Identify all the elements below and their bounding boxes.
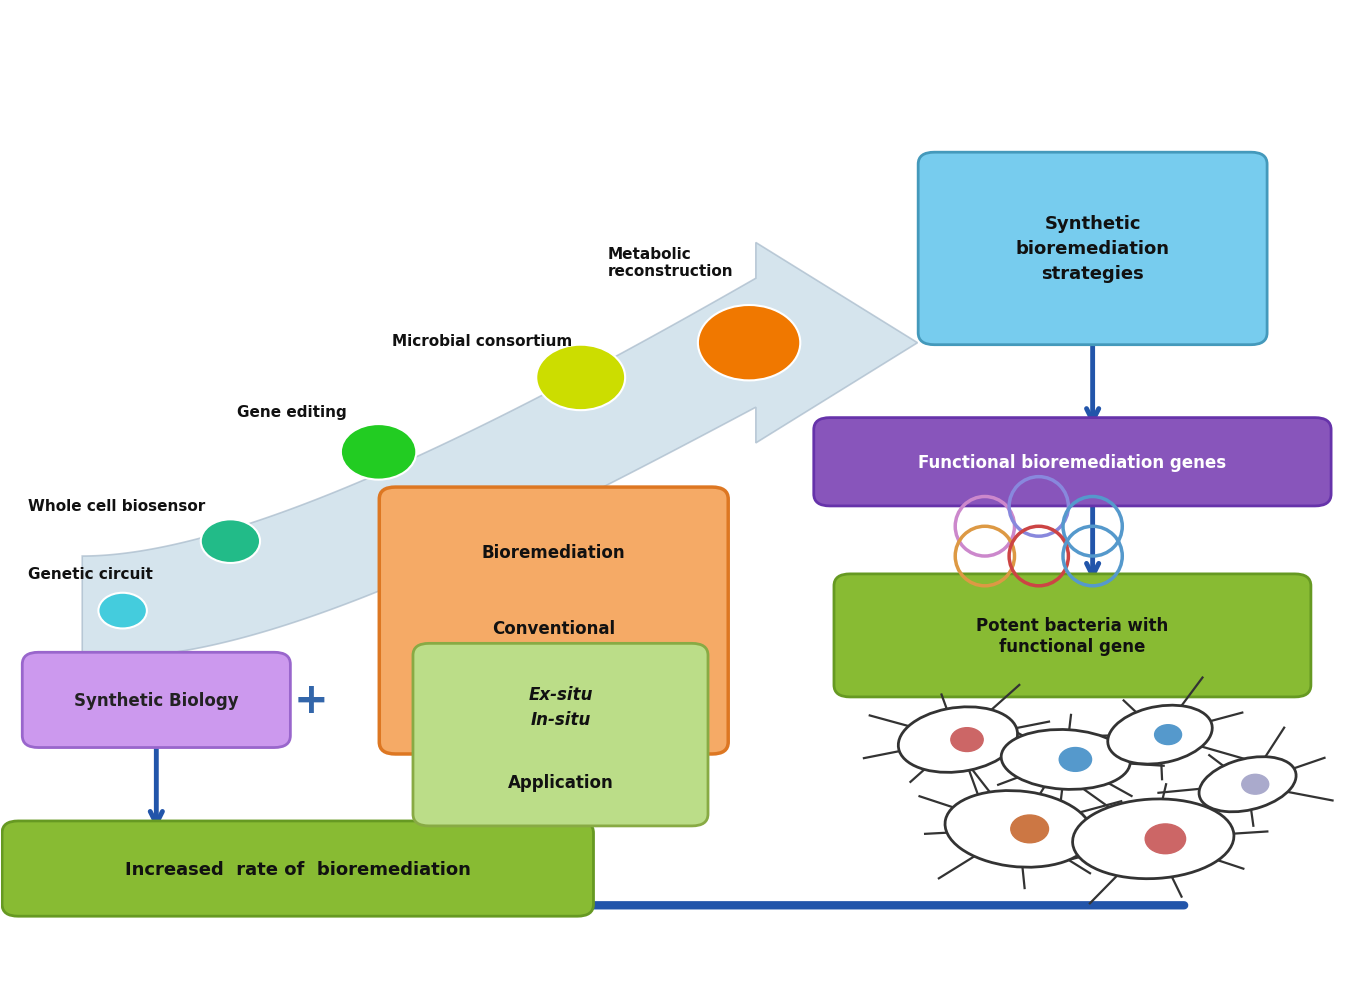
Ellipse shape: [1199, 756, 1296, 812]
Text: Genetic circuit: Genetic circuit: [28, 567, 153, 581]
Text: Synthetic
bioremediation
strategies: Synthetic bioremediation strategies: [1015, 216, 1169, 283]
Circle shape: [342, 424, 416, 480]
Circle shape: [1145, 824, 1185, 854]
Text: Increased  rate of  bioremediation: Increased rate of bioremediation: [124, 860, 471, 878]
Text: Conventional
methods: Conventional methods: [493, 619, 616, 661]
Ellipse shape: [1073, 799, 1234, 879]
FancyBboxPatch shape: [3, 821, 594, 916]
Circle shape: [99, 593, 147, 629]
Circle shape: [698, 306, 801, 381]
Circle shape: [1060, 747, 1092, 771]
FancyBboxPatch shape: [814, 418, 1331, 506]
Circle shape: [201, 520, 261, 564]
Text: Bioremediation: Bioremediation: [482, 544, 625, 562]
Text: Gene editing: Gene editing: [238, 405, 347, 419]
Text: Microbial consortium: Microbial consortium: [392, 333, 572, 348]
Text: Synthetic Biology: Synthetic Biology: [74, 691, 239, 709]
Circle shape: [950, 728, 983, 751]
Text: Potent bacteria with
functional gene: Potent bacteria with functional gene: [976, 616, 1169, 655]
Ellipse shape: [1002, 730, 1130, 789]
FancyBboxPatch shape: [413, 644, 707, 826]
Circle shape: [1011, 815, 1049, 843]
FancyBboxPatch shape: [918, 153, 1268, 345]
Circle shape: [536, 345, 625, 411]
Ellipse shape: [1108, 706, 1212, 764]
Text: Ex-situ
In-situ: Ex-situ In-situ: [528, 685, 593, 728]
Text: +: +: [294, 679, 328, 722]
Ellipse shape: [898, 707, 1018, 772]
FancyBboxPatch shape: [834, 575, 1311, 697]
Text: Functional bioremediation genes: Functional bioremediation genes: [918, 453, 1227, 471]
Text: Application: Application: [508, 773, 613, 791]
Polygon shape: [82, 244, 918, 657]
Circle shape: [1242, 774, 1269, 794]
Text: Whole cell biosensor: Whole cell biosensor: [28, 499, 205, 514]
Circle shape: [1154, 725, 1181, 745]
Ellipse shape: [945, 791, 1092, 868]
FancyBboxPatch shape: [379, 488, 728, 754]
FancyBboxPatch shape: [22, 653, 290, 747]
Text: Metabolic
reconstruction: Metabolic reconstruction: [608, 247, 733, 279]
